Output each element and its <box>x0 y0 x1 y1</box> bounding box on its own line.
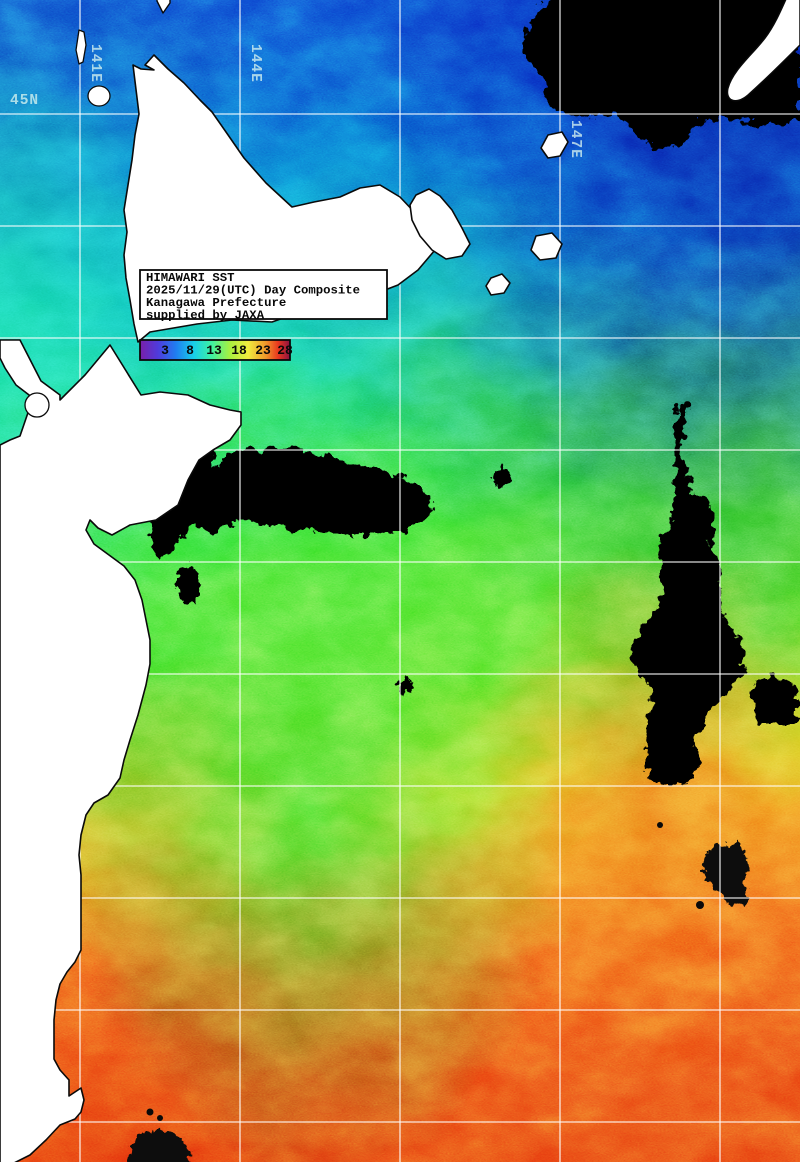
svg-text:45N: 45N <box>10 93 39 109</box>
svg-text:141E: 141E <box>87 44 103 83</box>
svg-text:13: 13 <box>206 343 222 358</box>
svg-text:23: 23 <box>255 343 271 358</box>
svg-text:147E: 147E <box>567 120 583 159</box>
svg-text:8: 8 <box>186 343 194 358</box>
svg-text:18: 18 <box>231 343 247 358</box>
svg-text:144E: 144E <box>247 44 263 83</box>
svg-text:supplied by JAXA: supplied by JAXA <box>146 309 265 323</box>
svg-text:28: 28 <box>277 343 293 358</box>
svg-text:3: 3 <box>161 343 169 358</box>
